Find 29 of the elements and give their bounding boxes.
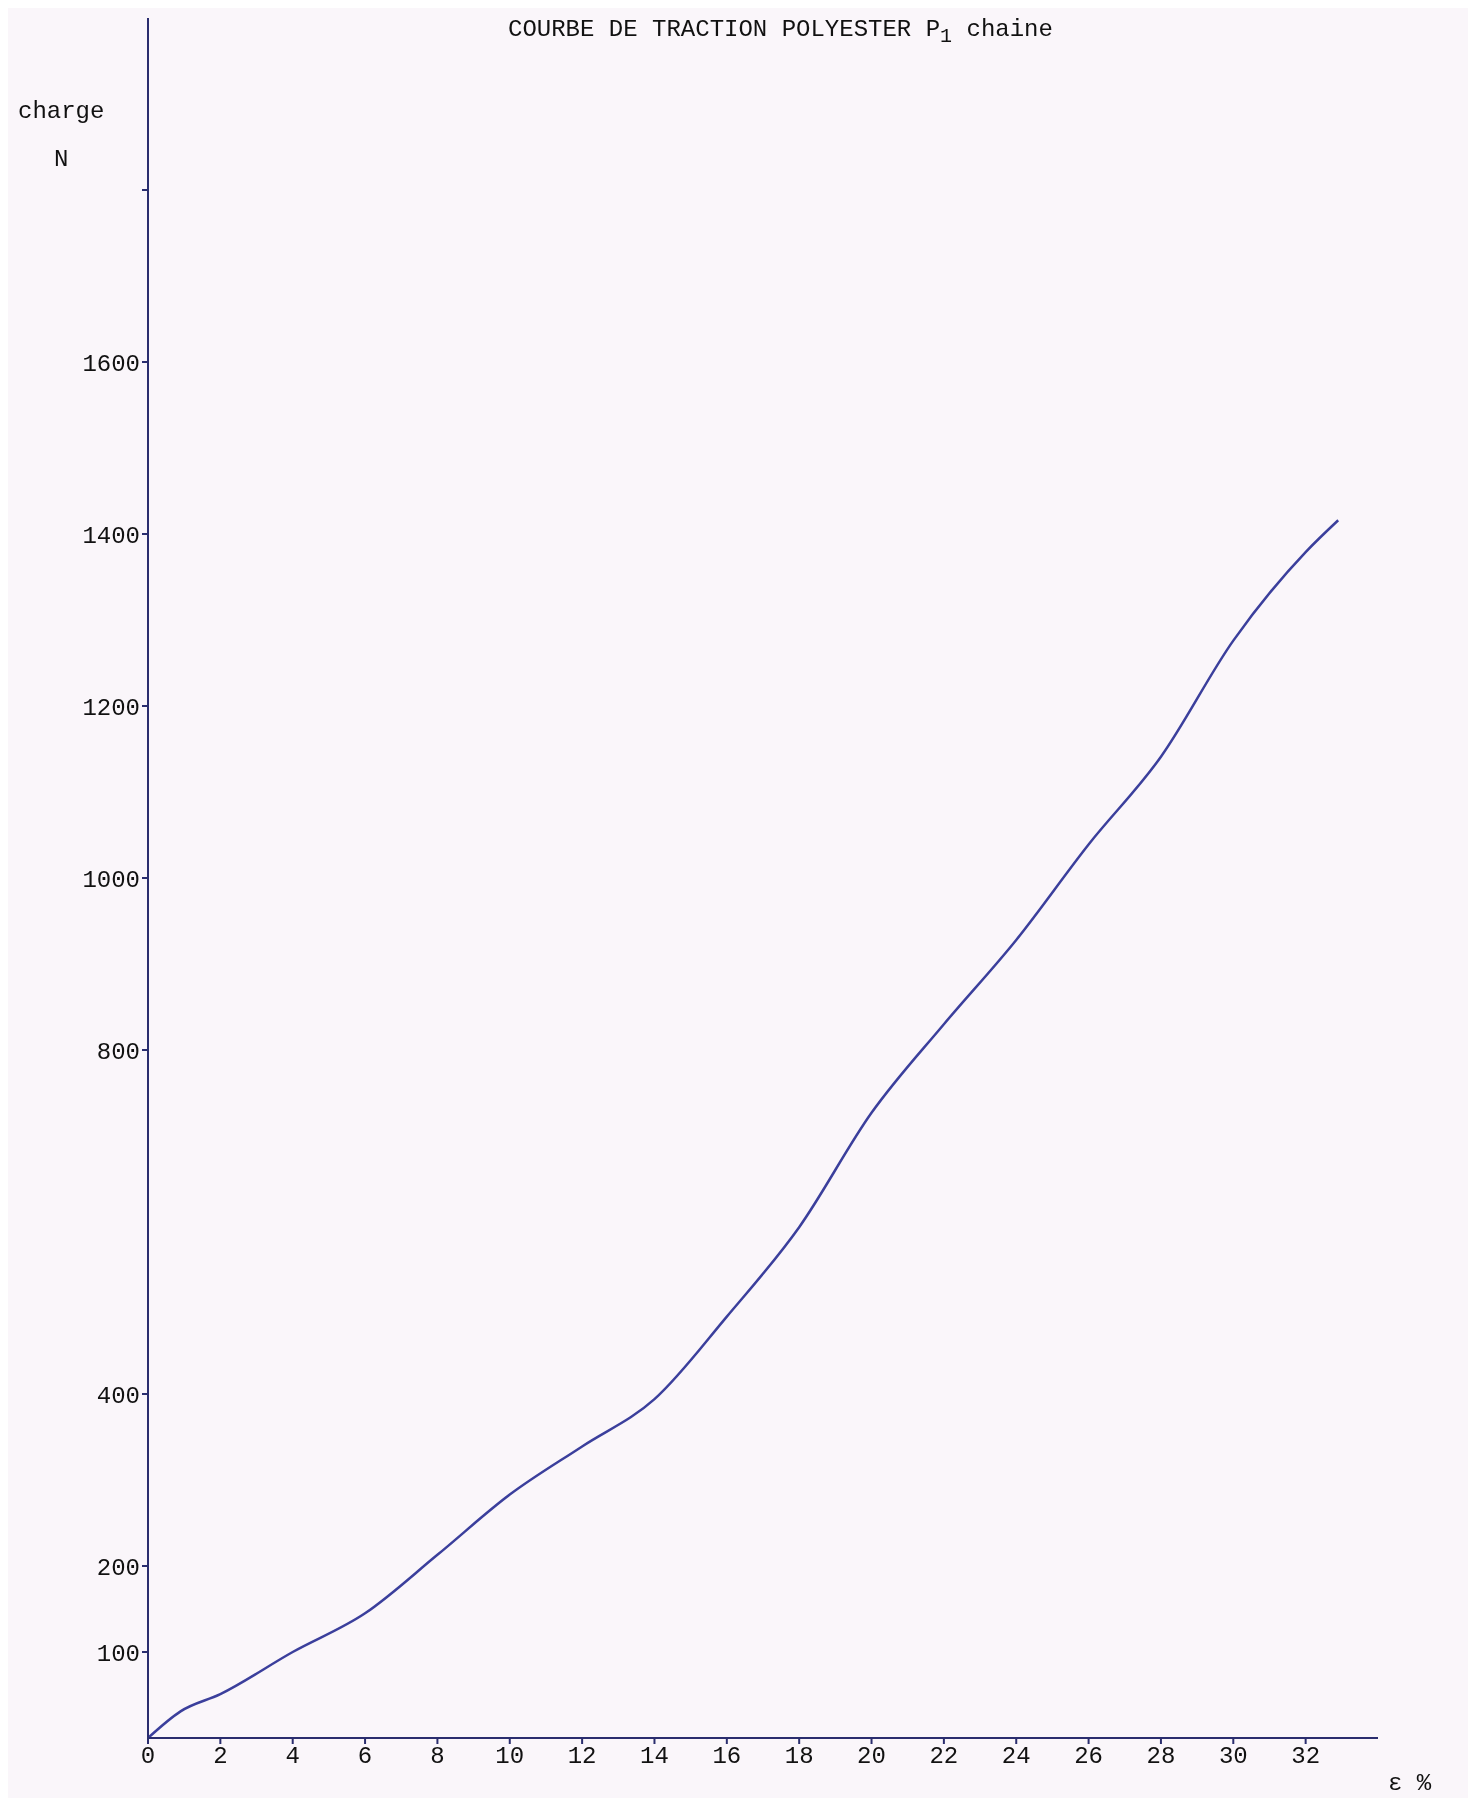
y-tick-label: 1200 — [82, 694, 140, 722]
y-tick-label: 200 — [96, 1554, 140, 1582]
x-tick-label: 0 — [140, 1743, 156, 1771]
x-tick-label: 8 — [430, 1743, 445, 1771]
y-tick-label: 1400 — [82, 522, 140, 550]
x-tick-label: 22 — [929, 1743, 959, 1771]
x-tick-label: 32 — [1291, 1743, 1321, 1771]
x-tick-label: 26 — [1074, 1743, 1103, 1771]
x-tick-label: 4 — [285, 1743, 300, 1771]
y-tick-label: 800 — [96, 1038, 140, 1066]
x-axis-title: ε % — [1388, 1770, 1432, 1797]
chart-title: COURBE DE TRACTION POLYESTER P$_{1}$ chaine — [508, 16, 1053, 48]
x-tick-label: 10 — [495, 1743, 525, 1771]
x-tick-label: 14 — [640, 1743, 669, 1771]
y-tick-label: 400 — [96, 1382, 140, 1410]
x-tick-label: 18 — [784, 1743, 814, 1771]
x-tick-label: 28 — [1146, 1743, 1176, 1771]
line-series — [148, 518, 1340, 1738]
x-tick-label: 16 — [712, 1743, 742, 1771]
x-tick-label: 12 — [567, 1743, 597, 1771]
x-tick-label: 30 — [1218, 1743, 1248, 1771]
x-tick-label: 20 — [857, 1743, 886, 1771]
y-axis-title: charge N — [18, 97, 105, 175]
x-tick-label: 24 — [1001, 1743, 1031, 1771]
x-tick-label: 2 — [213, 1743, 228, 1771]
y-tick-label: 100 — [96, 1640, 140, 1668]
y-tick-label: 1600 — [82, 350, 140, 378]
x-tick-label: 6 — [357, 1743, 373, 1771]
y-tick-label: 1000 — [82, 866, 140, 894]
